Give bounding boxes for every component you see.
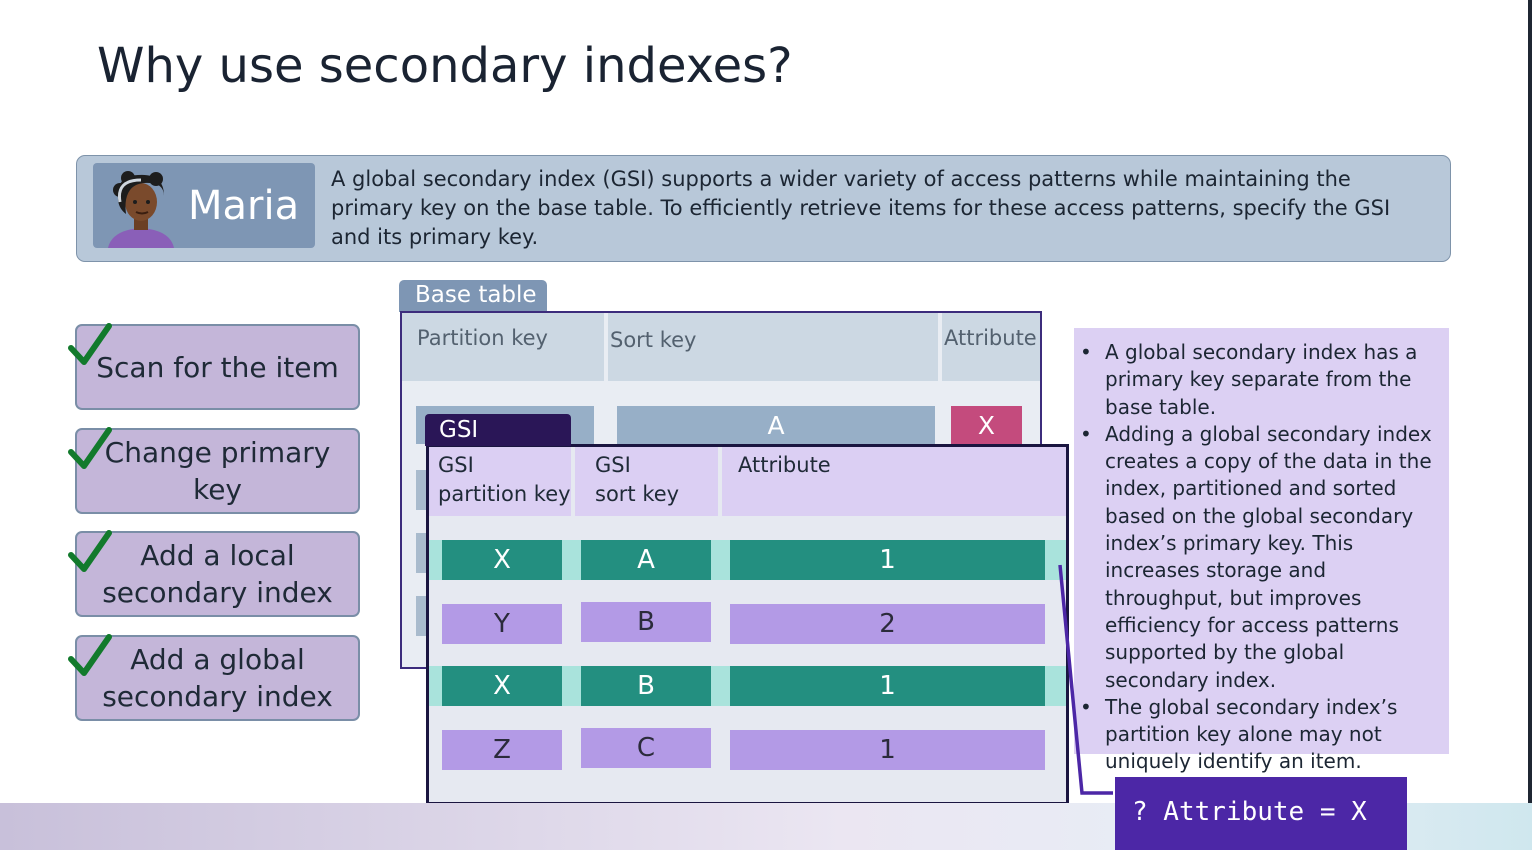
note-item: A global secondary index has a primary k… <box>1074 339 1449 421</box>
gsi-row-1-partition-key: X <box>442 540 562 580</box>
gsi-row-3-sort-key: B <box>581 666 711 706</box>
base-row-stub <box>416 533 428 573</box>
gsi-row-2-partition-key: Y <box>442 604 562 644</box>
column-divider <box>938 313 942 381</box>
base-table-tab: Base table <box>399 280 547 312</box>
checkmark-icon <box>68 323 112 365</box>
gsi-header-partition-key: GSI partition key <box>438 453 571 506</box>
slide-right-edge <box>1528 0 1532 850</box>
base-header-attribute: Attribute <box>944 326 1037 350</box>
base-header-sort-key: Sort key <box>610 328 697 352</box>
column-divider <box>604 313 608 381</box>
checkmark-icon <box>68 530 112 572</box>
gsi-row-2-sort-key: B <box>581 602 711 642</box>
note-item: The global secondary index’s partition k… <box>1074 694 1449 776</box>
step-add-global-secondary-index: Add a global secondary index <box>75 635 360 721</box>
base-row-stub <box>416 470 428 510</box>
gsi-row-4-partition-key: Z <box>442 730 562 770</box>
gsi-row-2-attribute: 2 <box>730 604 1045 644</box>
persona-message: A global secondary index (GSI) supports … <box>331 167 1391 249</box>
step-add-local-secondary-index: Add a local secondary index <box>75 531 360 617</box>
gsi-row-1-sort-key: A <box>581 540 711 580</box>
gsi-row-3-partition-key: X <box>442 666 562 706</box>
gsi-row-4-attribute: 1 <box>730 730 1045 770</box>
column-divider <box>571 447 575 516</box>
gsi-row-3-attribute: 1 <box>730 666 1045 706</box>
step-label: Add a global secondary index <box>102 643 333 713</box>
gsi-header-attribute: Attribute <box>738 453 831 477</box>
checkmark-icon <box>68 427 112 469</box>
checkmark-icon <box>68 634 112 676</box>
persona-name: Maria <box>188 183 300 229</box>
base-row-sort-key-cell: A <box>617 406 935 444</box>
notes-panel: A global secondary index has a primary k… <box>1074 328 1449 773</box>
gsi-table-tab: GSI <box>425 414 571 446</box>
persona-avatar-icon <box>108 171 174 248</box>
gsi-row-1-attribute: 1 <box>730 540 1045 580</box>
step-label: Scan for the item <box>96 350 339 384</box>
gsi-header-sort-key: GSI sort key <box>595 453 680 506</box>
gsi-row-4-sort-key: C <box>581 728 711 768</box>
query-expression: ? Attribute = X <box>1115 777 1407 850</box>
step-scan-for-item: Scan for the item <box>75 324 360 410</box>
column-divider <box>718 447 722 516</box>
base-row-attribute-cell: X <box>951 406 1022 444</box>
note-item: Adding a global secondary index creates … <box>1074 421 1449 694</box>
slide-title: Why use secondary indexes? <box>97 38 793 94</box>
base-table-header <box>402 313 1040 381</box>
step-label: Change primary key <box>104 436 331 506</box>
base-header-partition-key: Partition key <box>417 326 548 350</box>
step-label: Add a local secondary index <box>102 539 333 609</box>
gsi-table-header <box>429 447 1066 516</box>
query-connector-line <box>1058 564 1113 795</box>
step-change-primary-key: Change primary key <box>75 428 360 514</box>
base-row-stub <box>416 596 428 636</box>
